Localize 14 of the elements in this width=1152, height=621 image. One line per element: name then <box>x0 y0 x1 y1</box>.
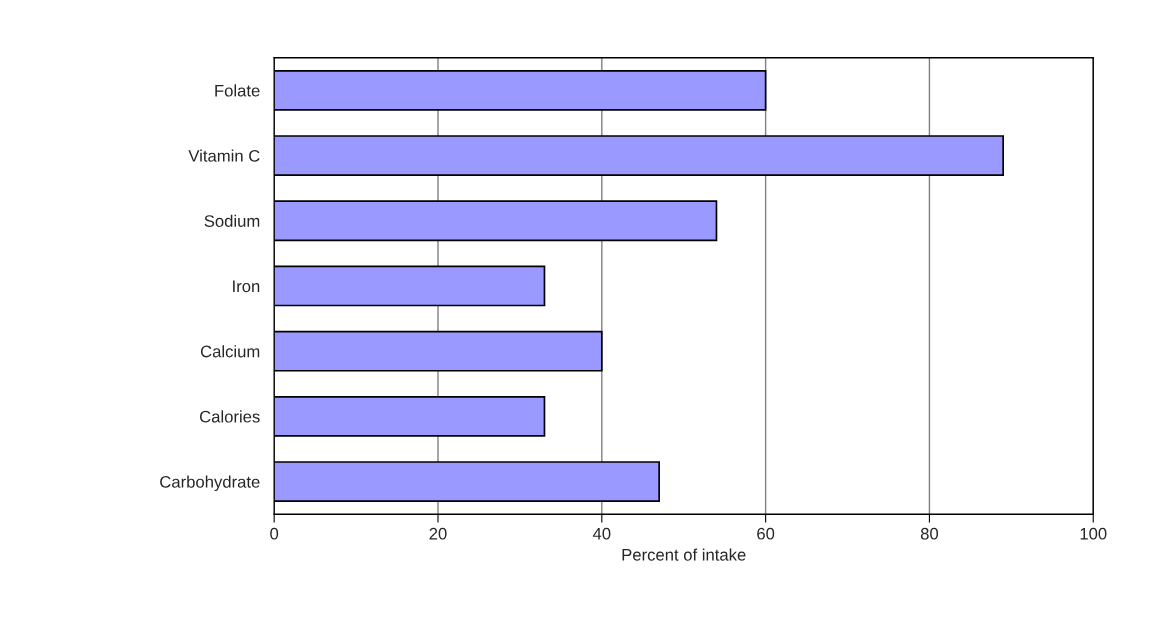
x-tick-label: 60 <box>757 527 775 540</box>
y-tick-label: Vitamin C <box>188 149 260 162</box>
y-tick-label: Carbohydrate <box>160 475 260 492</box>
y-tick-label: Calcium <box>200 345 260 358</box>
x-tick-label: 20 <box>429 527 447 540</box>
y-tick-label: Iron <box>233 280 260 293</box>
x-tick-label: 40 <box>592 527 611 540</box>
y-tick-label: Calories <box>200 410 260 423</box>
x-tick-label: 0 <box>270 527 279 540</box>
y-tick-label: Folate <box>215 84 260 97</box>
x-axis-title: Percent of intake <box>622 548 746 561</box>
x-tick-label: 100 <box>1080 527 1107 540</box>
x-tick-label: 80 <box>920 527 939 540</box>
y-tick-label: Sodium <box>204 214 260 227</box>
